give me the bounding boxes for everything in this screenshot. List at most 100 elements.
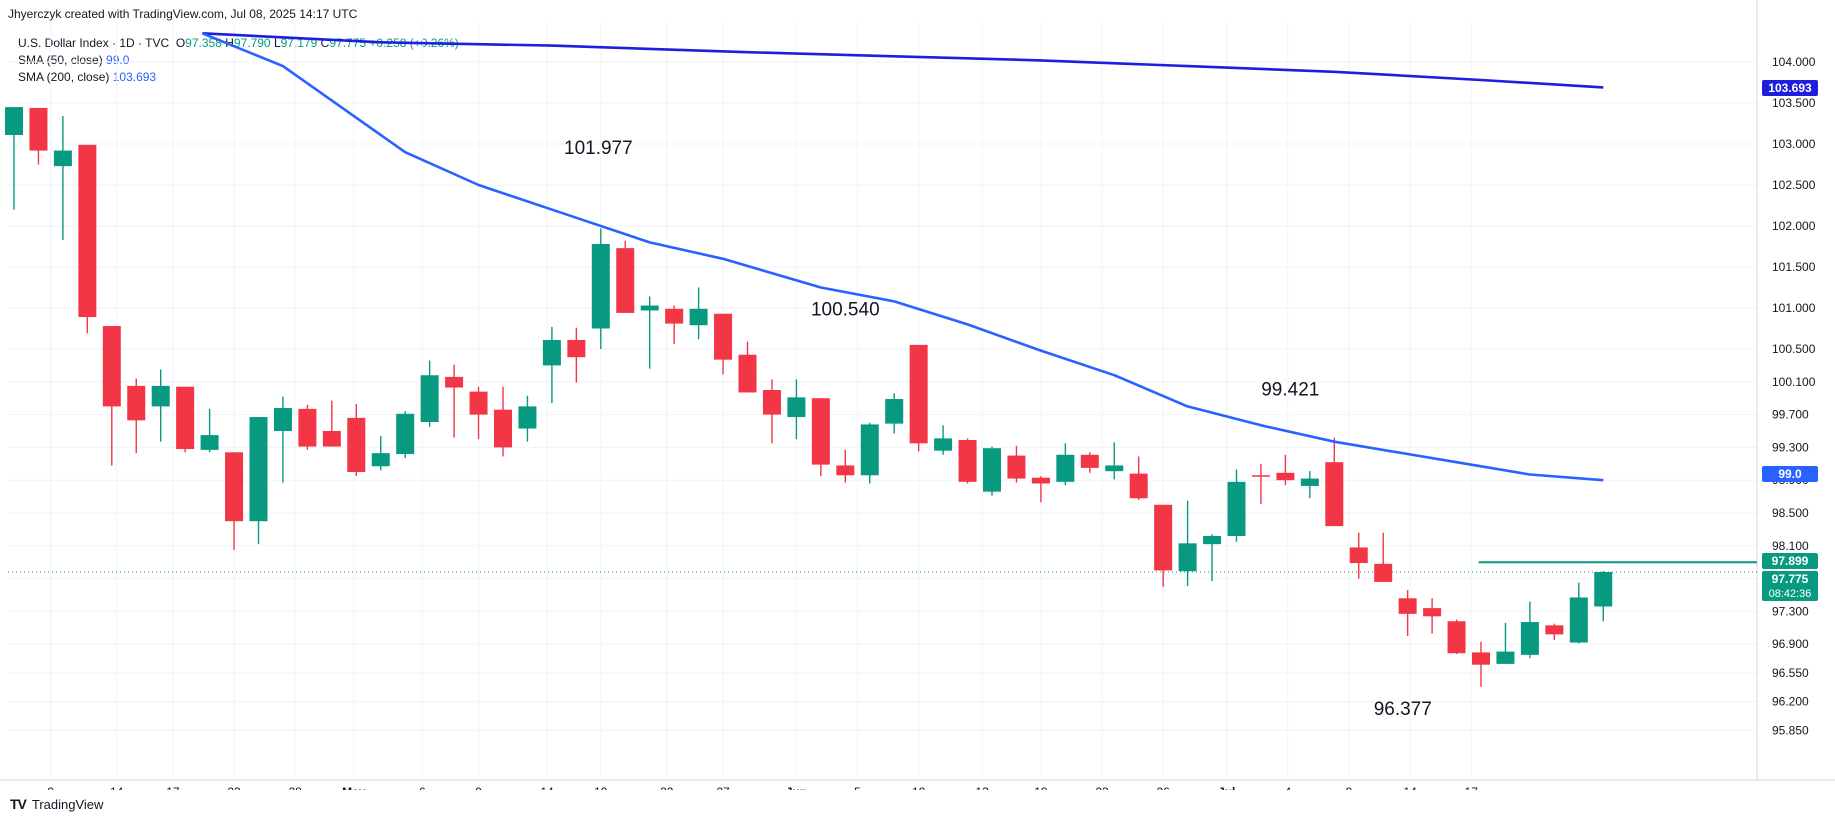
candle-body	[151, 385, 170, 407]
candle-body	[200, 435, 219, 450]
candle-body	[1520, 622, 1539, 655]
candle-body	[1129, 473, 1148, 499]
sma50-badge: 99.0	[1762, 466, 1818, 482]
x-tick-label: 4	[1285, 785, 1292, 790]
candle-body	[29, 107, 48, 151]
candle	[1349, 532, 1368, 579]
level-badge-bg	[1762, 553, 1818, 569]
x-tick-label: 27	[716, 785, 730, 790]
candle	[29, 107, 48, 165]
sma200-badge-bg	[1762, 80, 1818, 96]
candle-body	[127, 385, 146, 421]
candle	[1129, 456, 1148, 500]
candle-body	[347, 417, 366, 472]
candle-body	[1178, 543, 1197, 572]
candle-body	[1276, 472, 1295, 481]
last-price-badge: 97.775 08:42:36	[1762, 571, 1818, 601]
legend-sma200-row[interactable]: SMA (200, close) 103.693	[18, 69, 459, 86]
candle-body	[1031, 477, 1050, 484]
candle-body	[665, 308, 684, 324]
candle-body	[738, 354, 757, 393]
tradingview-brand[interactable]: TV TradingView	[10, 796, 103, 812]
candle-body	[78, 144, 97, 318]
level-badge-text: 97.899	[1772, 554, 1809, 568]
x-tick-label: Jul	[1218, 785, 1235, 790]
price-badges-layer: 103.693 99.0 97.899 97.775 08:42:36	[1762, 80, 1818, 601]
candle	[958, 438, 977, 484]
candle	[1496, 622, 1515, 664]
candle	[494, 386, 512, 457]
candle	[738, 341, 757, 393]
candle	[1447, 619, 1466, 655]
candle	[53, 116, 72, 240]
candle	[1031, 476, 1050, 503]
y-tick-label: 96.900	[1772, 637, 1809, 651]
y-tick-label: 97.300	[1772, 604, 1809, 618]
candle	[885, 393, 904, 434]
chart-credit: Jhyerczyk created with TradingView.com, …	[8, 7, 358, 21]
candle	[1203, 534, 1222, 582]
time-axis[interactable]: 9 14 17 23 28 May 6 9 14 19 22 27 Jun 5 10 13 18 23 26 Jul 4…	[47, 785, 1478, 790]
sma50-badge-text: 99.0	[1778, 467, 1802, 481]
candle-body	[934, 438, 953, 451]
candle-body	[1105, 465, 1124, 472]
candle-body	[1398, 598, 1417, 614]
ohlc-low-label: L	[273, 36, 281, 50]
candle-body	[909, 344, 928, 444]
candle	[811, 398, 830, 477]
candle	[200, 408, 219, 453]
candle	[665, 305, 684, 345]
last-price-badge-bg	[1762, 571, 1818, 601]
tradingview-logo-icon: TV	[10, 796, 27, 812]
candle	[1056, 443, 1075, 486]
x-tick-label: 9	[475, 785, 482, 790]
candle-body	[811, 398, 830, 465]
chart-legend: U.S. Dollar Index · 1D · TVC O97.358 H97…	[18, 35, 459, 86]
ohlc-high: 97.790	[233, 36, 271, 50]
candle	[640, 296, 659, 369]
candle	[225, 452, 244, 550]
price-chart[interactable]: 101.977 100.540 99.421 96.377 104.000 103.50…	[0, 0, 1835, 790]
candle-body	[1300, 478, 1319, 486]
candle	[249, 417, 268, 545]
price-axis[interactable]: 104.000 103.500 103.000 102.500 102.000 101.5…	[1772, 55, 1816, 737]
x-tick-label: 19	[594, 785, 608, 790]
candle-body	[1545, 625, 1564, 635]
y-tick-label: 95.850	[1772, 723, 1809, 737]
candle	[1105, 442, 1124, 480]
candle	[420, 360, 439, 427]
horizontal-level-layer	[8, 561, 1757, 573]
candle	[567, 327, 586, 383]
candle-body	[616, 248, 635, 313]
candle-body	[762, 390, 781, 415]
candle	[445, 364, 464, 438]
candle	[469, 386, 488, 440]
candle-body	[1080, 454, 1099, 468]
candle-body	[591, 244, 610, 329]
y-tick-label: 99.300	[1772, 440, 1809, 454]
x-tick-label: 17	[1465, 785, 1479, 790]
candle	[591, 228, 610, 349]
candle-body	[1154, 504, 1173, 571]
candle	[518, 395, 537, 442]
candle	[1423, 598, 1442, 634]
candle-body	[1374, 563, 1393, 582]
candle	[127, 378, 146, 454]
candle	[1154, 504, 1173, 587]
candle	[762, 379, 781, 444]
candles-layer	[5, 107, 1613, 687]
x-tick-label: 17	[166, 785, 180, 790]
candle-body	[983, 448, 1001, 492]
x-tick-label: 9	[47, 785, 54, 790]
candle	[836, 449, 855, 483]
price-annotation: 96.377	[1374, 699, 1432, 720]
candle	[542, 326, 561, 404]
candle-body	[542, 339, 561, 366]
candle	[396, 411, 415, 459]
candle-body	[787, 397, 806, 418]
candle	[1472, 641, 1490, 687]
candle-body	[298, 408, 317, 447]
candle	[934, 425, 953, 455]
legend-sma50-row[interactable]: SMA (50, close) 99.0	[18, 52, 459, 69]
candle-body	[860, 424, 879, 476]
